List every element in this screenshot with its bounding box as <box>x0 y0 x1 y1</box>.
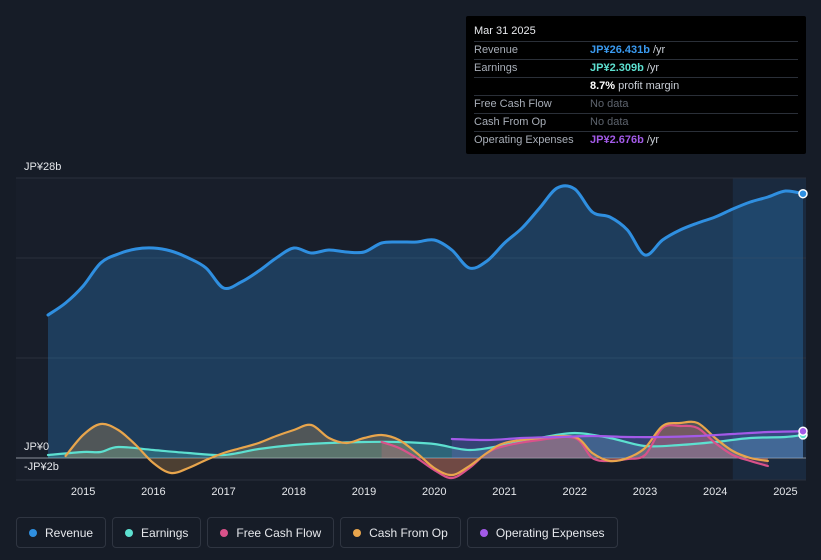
legend-dot-icon <box>29 528 37 537</box>
legend-dot-icon <box>220 528 229 537</box>
tooltip-row: Cash From Op No data <box>474 113 798 131</box>
tooltip-row-label <box>474 78 590 95</box>
y-label-top: JP¥28b <box>24 161 61 173</box>
x-tick-label: 2018 <box>282 486 306 498</box>
revenue-line <box>46 184 805 317</box>
tooltip-row-value: JP¥2.309b <box>590 62 644 74</box>
tooltip-row-label: Operating Expenses <box>474 134 574 146</box>
free-cash-flow-area <box>381 425 768 479</box>
cash-from-op-line <box>64 420 769 477</box>
legend: Revenue Earnings Free Cash Flow Cash From O… <box>16 517 618 548</box>
operating-expenses-line <box>450 430 805 442</box>
legend-label: Free Cash Flow <box>236 525 322 540</box>
x-tick-label: 2017 <box>211 486 235 498</box>
legend-item-free-cash-flow[interactable]: Free Cash Flow <box>207 517 335 548</box>
legend-label: Cash From Op <box>369 525 448 540</box>
tooltip-row: Operating Expenses JP¥2.676b/yr <box>474 131 798 149</box>
tooltip-row-label: Free Cash Flow <box>474 98 552 110</box>
legend-dot-icon <box>353 528 362 537</box>
legend-item-revenue[interactable]: Revenue <box>16 517 107 548</box>
x-tick-label: 2023 <box>633 486 657 498</box>
tooltip-row-value: JP¥26.431b <box>590 44 650 56</box>
tooltip-row-label: Revenue <box>474 44 519 56</box>
tooltip-row-value: No data <box>590 116 629 128</box>
legend-item-cash-from-op[interactable]: Cash From Op <box>340 517 461 548</box>
end-markers <box>798 188 808 440</box>
tooltip-row: Earnings JP¥2.309b/yr <box>474 59 798 77</box>
tooltip-row: Free Cash Flow No data <box>474 95 798 113</box>
forecast-band <box>732 178 806 480</box>
tooltip-row-unit: /yr <box>646 134 660 146</box>
x-tick-label: 2019 <box>352 486 376 498</box>
series-lines <box>46 184 805 480</box>
legend-item-earnings[interactable]: Earnings <box>112 517 202 548</box>
earnings-line <box>46 431 805 457</box>
legend-label: Revenue <box>45 525 94 540</box>
tooltip-row-value: JP¥2.676b <box>590 134 644 146</box>
tooltip-row-value: 8.7% <box>590 80 616 92</box>
tooltip-rows: Revenue JP¥26.431b/yr Earnings JP¥2.309b/yr… <box>474 41 798 149</box>
tooltip-row-label: Cash From Op <box>474 116 547 128</box>
tooltip-row-unit: /yr <box>646 62 660 74</box>
tooltip-row-value: No data <box>590 98 629 110</box>
x-axis-ticks: 2015 2016 2017 2018 2019 2020 2021 2022 2023 2024… <box>71 486 798 498</box>
revenue-end-marker <box>798 188 808 199</box>
x-tick-label: 2016 <box>141 486 165 498</box>
x-tick-label: 2025 <box>773 486 797 498</box>
x-tick-label: 2021 <box>492 486 516 498</box>
plot-background <box>16 178 806 480</box>
tooltip-date: Mar 31 2025 <box>474 25 536 37</box>
operating-expenses-end-marker <box>798 426 808 436</box>
y-label-zero: JP¥0 <box>24 441 49 453</box>
x-tick-label: 2020 <box>422 486 446 498</box>
tooltip-row-unit: profit margin <box>618 80 680 92</box>
y-label-bottom: -JP¥2b <box>24 461 59 473</box>
x-tick-label: 2022 <box>563 486 587 498</box>
x-tick-label: 2015 <box>71 486 95 498</box>
legend-dot-icon <box>125 528 134 537</box>
free-cash-flow-line <box>380 424 769 480</box>
legend-dot-icon <box>479 528 488 537</box>
x-tick-label: 2024 <box>703 486 727 498</box>
legend-label: Earnings <box>141 525 189 540</box>
legend-item-operating-expenses[interactable]: Operating Expenses <box>466 517 618 548</box>
tooltip-row-label: Earnings <box>474 62 518 74</box>
tooltip-row-unit: /yr <box>652 44 666 56</box>
revenue-area <box>48 185 803 458</box>
tooltip-row: 8.7% profit margin <box>474 77 798 95</box>
tooltip: Mar 31 2025 Revenue JP¥26.431b/yr Earnings… <box>466 16 806 154</box>
legend-label: Operating Expenses <box>495 525 605 540</box>
tooltip-row: Revenue JP¥26.431b/yr <box>474 41 798 59</box>
